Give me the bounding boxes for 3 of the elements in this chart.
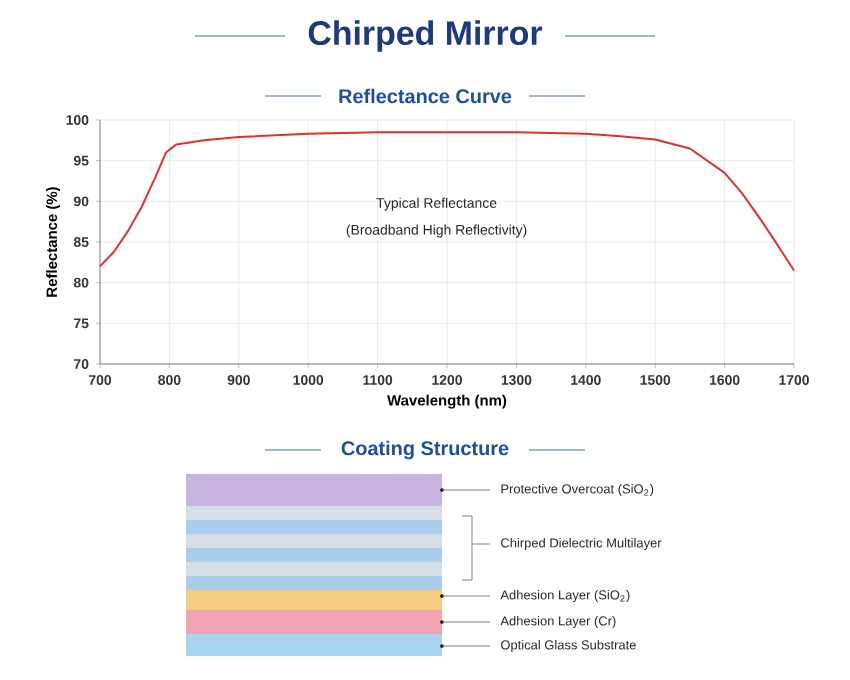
chart-subtitle: Reflectance Curve xyxy=(339,88,512,104)
chart-title: Chirped Mirror xyxy=(308,20,543,52)
text: Coating Structure xyxy=(341,440,509,460)
